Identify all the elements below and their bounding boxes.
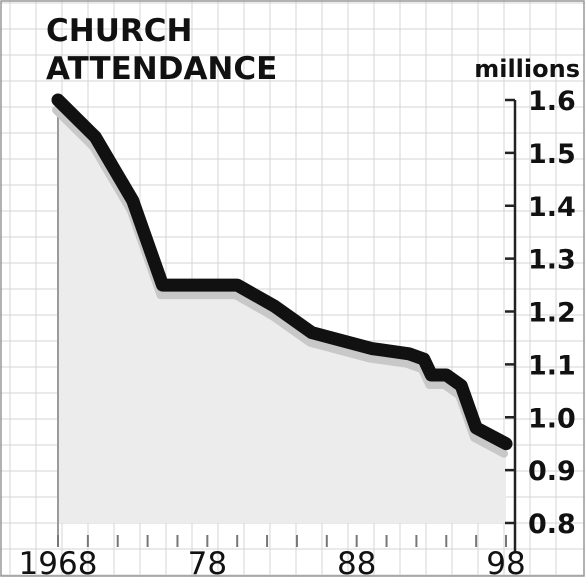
y-tick-label: 1.4 <box>528 192 576 223</box>
data-point <box>370 347 373 350</box>
x-tick-label: 78 <box>188 546 227 577</box>
data-point <box>131 199 134 202</box>
chart-title-line-2: ATTENDANCE <box>46 51 277 87</box>
data-point <box>407 352 410 355</box>
data-point <box>505 442 507 445</box>
data-point <box>94 136 97 139</box>
data-point <box>57 99 59 101</box>
y-tick-label: 1.6 <box>528 86 576 117</box>
data-point <box>310 331 313 334</box>
x-tick-labels: 1968 78 88 98 <box>19 546 526 577</box>
data-point <box>221 284 224 287</box>
series-lines <box>51 93 513 458</box>
y-tick-label: 1.3 <box>528 245 576 276</box>
data-point <box>161 284 164 287</box>
chart-title-line-1: CHURCH <box>46 13 192 49</box>
y-tick-label: 0.9 <box>528 456 576 487</box>
x-tick-label: 98 <box>486 546 525 577</box>
data-point <box>475 426 478 429</box>
y-tick-label: 1.2 <box>528 298 576 329</box>
y-tick-label: 0.8 <box>528 509 576 540</box>
x-tick-label: 1968 <box>19 546 98 577</box>
chart-text: CHURCH ATTENDANCE millions <box>46 13 580 87</box>
x-axis <box>57 535 507 547</box>
x-tick-label: 88 <box>337 546 376 577</box>
data-point <box>460 384 463 387</box>
y-axis <box>505 98 517 553</box>
y-tick-labels: 1.6 1.5 1.4 1.3 1.2 1.1 1.0 0.9 0.8 <box>528 86 576 540</box>
data-point <box>430 373 433 376</box>
data-point <box>422 358 425 361</box>
y-tick-label: 1.1 <box>528 350 576 381</box>
series-line <box>51 93 513 451</box>
data-point <box>273 305 276 308</box>
data-point <box>445 373 448 376</box>
data-point <box>236 284 239 287</box>
y-tick-label: 1.0 <box>528 403 576 434</box>
unit-label: millions <box>474 55 580 83</box>
y-tick-label: 1.5 <box>528 139 576 170</box>
